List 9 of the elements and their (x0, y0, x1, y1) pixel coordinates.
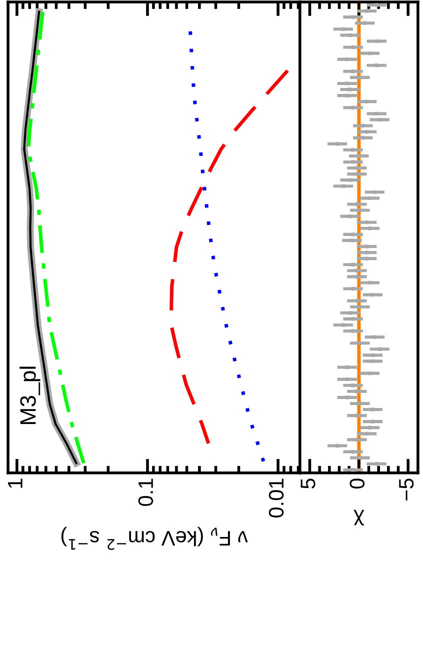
x-tick-label: 1 (8, 478, 22, 488)
x-tick-label: 0.01 (268, 478, 284, 518)
x-axis-title: χ (354, 510, 364, 526)
x-tick-label: 5 (300, 478, 316, 489)
annotation: M3_pl (20, 366, 40, 424)
x-tick-label: −5 (399, 478, 414, 500)
x-tick-label: 0 (350, 478, 365, 489)
x-axis-title: ν F$_{ν}$ (keV cm$^{−2}$ s$^{−1}$) (61, 526, 248, 550)
x-tick-label: 0.1 (138, 478, 154, 506)
